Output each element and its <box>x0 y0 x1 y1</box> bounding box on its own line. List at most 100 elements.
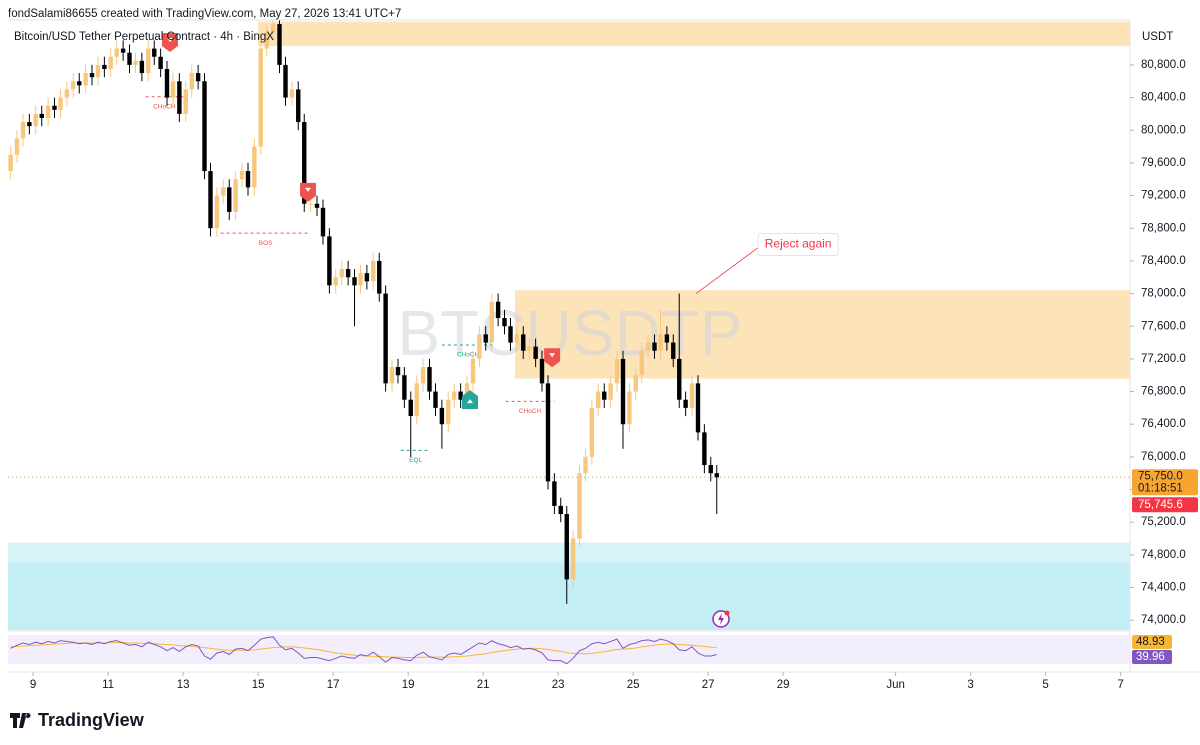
candle-body <box>627 391 632 425</box>
candle-body <box>245 171 251 188</box>
candle-body <box>352 277 357 286</box>
candle-body <box>308 203 313 205</box>
x-tick-label: 3 <box>967 679 973 691</box>
brand: TradingView <box>38 710 145 730</box>
candle-body <box>377 260 382 294</box>
y-tick-label: 78,400.0 <box>1141 255 1186 267</box>
candle-body <box>695 383 701 433</box>
candle-body <box>552 481 557 506</box>
watermark: BTCUSDTP <box>398 297 743 369</box>
signal-shape <box>162 33 178 53</box>
last-price-label: 75,750.0 <box>1138 470 1183 482</box>
candle-body <box>558 505 563 515</box>
y-tick-label: 78,800.0 <box>1141 222 1186 234</box>
candle-body <box>677 358 682 400</box>
x-tick-label: 29 <box>777 679 790 691</box>
y-tick-label: 79,200.0 <box>1141 190 1186 202</box>
y-tick-label: 77,600.0 <box>1141 320 1186 332</box>
candle-body <box>708 465 713 474</box>
candle-body <box>633 375 638 392</box>
candle-body <box>527 346 532 351</box>
candle-body <box>402 375 407 400</box>
candle-body <box>414 383 419 417</box>
candle-body <box>470 358 476 384</box>
candle-body <box>27 122 32 127</box>
signal-arrow <box>549 353 556 358</box>
candle-body <box>45 105 51 118</box>
candle-body <box>339 269 344 278</box>
candle-body <box>714 473 719 478</box>
x-tick-label: 21 <box>477 679 490 691</box>
candle-body <box>645 342 651 351</box>
candle-body <box>208 171 213 229</box>
candle-body <box>302 122 307 204</box>
candle-body <box>620 358 626 425</box>
candle-body <box>221 187 226 196</box>
candle-body <box>8 154 13 172</box>
y-tick-label: 76,000.0 <box>1141 451 1186 463</box>
candle-body <box>364 273 370 282</box>
candle-body <box>83 73 88 86</box>
signal-arrow <box>305 187 311 192</box>
y-tick-label: 77,200.0 <box>1141 353 1186 365</box>
candle-body <box>664 334 670 343</box>
candle-body <box>427 367 432 392</box>
alert-icon <box>712 610 730 628</box>
candle-body <box>702 432 707 466</box>
x-tick-label: 5 <box>1042 679 1048 691</box>
candle-body <box>589 407 595 457</box>
y-tick-label: 79,600.0 <box>1141 157 1186 169</box>
candle-body <box>539 358 545 384</box>
candle-body <box>533 346 538 359</box>
candle-body <box>95 64 101 78</box>
candle-body <box>202 81 207 172</box>
candle-body <box>433 391 438 408</box>
signal-shape <box>300 182 316 202</box>
candle-body <box>602 391 607 400</box>
structure-label: CHoCH <box>519 408 542 415</box>
x-tick-label: 7 <box>1117 679 1123 691</box>
candle-body <box>614 358 620 384</box>
candle-body <box>233 179 238 212</box>
candle-body <box>583 456 588 474</box>
structure-label: CHoCH <box>457 352 480 359</box>
candle-body <box>108 56 113 69</box>
brand-logo: TradingView <box>10 710 145 730</box>
rsi-tag <box>1132 650 1172 664</box>
candle-body <box>71 81 76 90</box>
y-tick-label: 80,400.0 <box>1141 92 1186 104</box>
structure-label: BOS <box>259 240 273 247</box>
candle-body <box>358 273 363 286</box>
y-tick-label: 74,000.0 <box>1141 614 1186 626</box>
candle-body <box>689 383 695 408</box>
candle-body <box>608 383 613 400</box>
candle-body <box>333 277 338 286</box>
structure-label: CHoCH <box>153 103 176 110</box>
candle-body <box>289 89 295 98</box>
candle-body <box>570 538 576 580</box>
candle-body <box>252 146 257 188</box>
candle-body <box>458 391 463 400</box>
candle-body <box>420 367 426 384</box>
candle-body <box>195 73 201 82</box>
rsi-line <box>10 636 717 665</box>
candle-body <box>545 383 551 482</box>
x-tick-label: 27 <box>702 679 715 691</box>
candle-body <box>320 207 326 237</box>
candle-body <box>514 334 520 343</box>
candle-body <box>189 73 194 90</box>
rsi-band <box>8 635 1130 664</box>
candle-body <box>683 399 688 408</box>
signal-marker <box>162 33 178 53</box>
candle-body <box>33 113 38 127</box>
candle-body <box>371 260 376 282</box>
x-tick-label: 23 <box>552 679 565 691</box>
candle-body <box>64 89 70 98</box>
candle-body <box>521 334 526 351</box>
candle-body <box>314 203 320 208</box>
currency: USDT <box>1142 31 1173 43</box>
candle-body <box>139 60 145 74</box>
candle-body <box>258 48 263 147</box>
candle-body <box>52 105 57 110</box>
candle-body <box>270 24 276 33</box>
